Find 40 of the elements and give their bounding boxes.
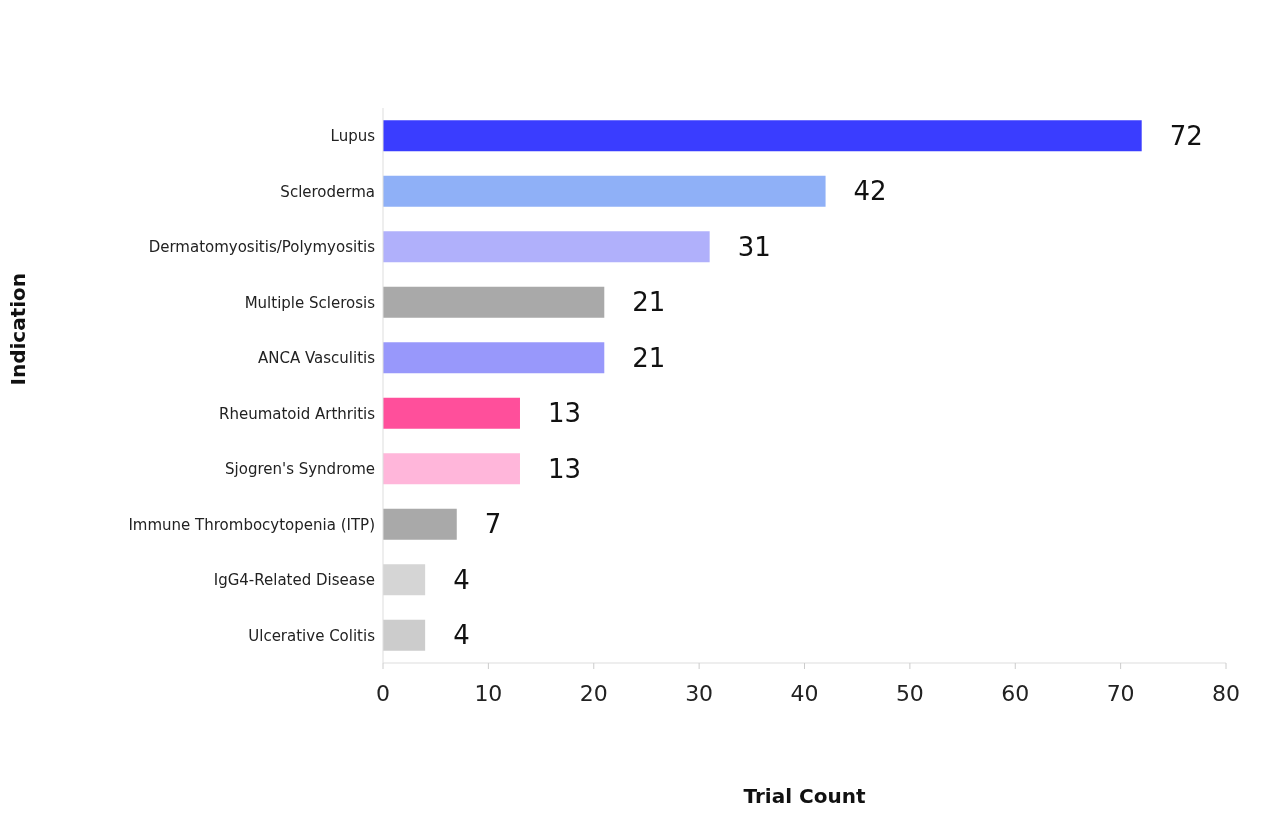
data-label: 13 [547, 398, 582, 429]
x-tick-label: 10 [474, 680, 503, 706]
x-axis-title: Trial Count [743, 784, 866, 808]
data-label: 13 [547, 453, 582, 484]
data-label: 21 [632, 287, 666, 318]
data-label: 21 [632, 342, 666, 373]
x-tick-label: 80 [1212, 680, 1240, 706]
y-tick-label: Ulcerative Colitis [248, 626, 376, 645]
x-tick-label: 50 [895, 680, 924, 706]
x-tick-label: 30 [685, 680, 714, 706]
y-tick-label: Rheumatoid Arthritis [219, 404, 376, 423]
x-tick-label: 70 [1106, 680, 1135, 706]
data-label: 4 [453, 620, 470, 651]
y-axis-title: Indication [6, 272, 31, 386]
bar [383, 397, 520, 429]
bar [383, 453, 520, 485]
x-tick-label: 20 [579, 680, 608, 706]
y-tick-label: ANCA Vasculitis [257, 349, 376, 368]
data-label: 4 [453, 564, 470, 595]
data-label: 72 [1169, 120, 1203, 151]
y-tick-label: Immune Thrombocytopenia (ITP) [128, 515, 375, 534]
y-tick-label: Multiple Sclerosis [244, 293, 376, 312]
bar [383, 619, 426, 651]
x-tick-label: 40 [790, 680, 819, 706]
y-tick-label: Sjogren's Syndrome [225, 460, 375, 479]
y-tick-label: Lupus [330, 127, 376, 146]
bar [383, 286, 605, 318]
y-tick-label: IgG4-Related Disease [213, 571, 375, 590]
y-tick-label: Scleroderma [280, 182, 375, 201]
y-tick-label: Dermatomyositis/Polymyositis [148, 238, 376, 257]
data-label: 7 [484, 509, 502, 540]
bar [383, 342, 605, 374]
bar [383, 120, 1142, 152]
bar [383, 175, 826, 207]
data-label: 31 [737, 231, 771, 262]
bar [383, 231, 710, 263]
x-tick-label: 60 [1001, 680, 1030, 706]
x-tick-label: 0 [376, 680, 390, 706]
data-label: 42 [853, 176, 887, 207]
bar [383, 508, 457, 540]
